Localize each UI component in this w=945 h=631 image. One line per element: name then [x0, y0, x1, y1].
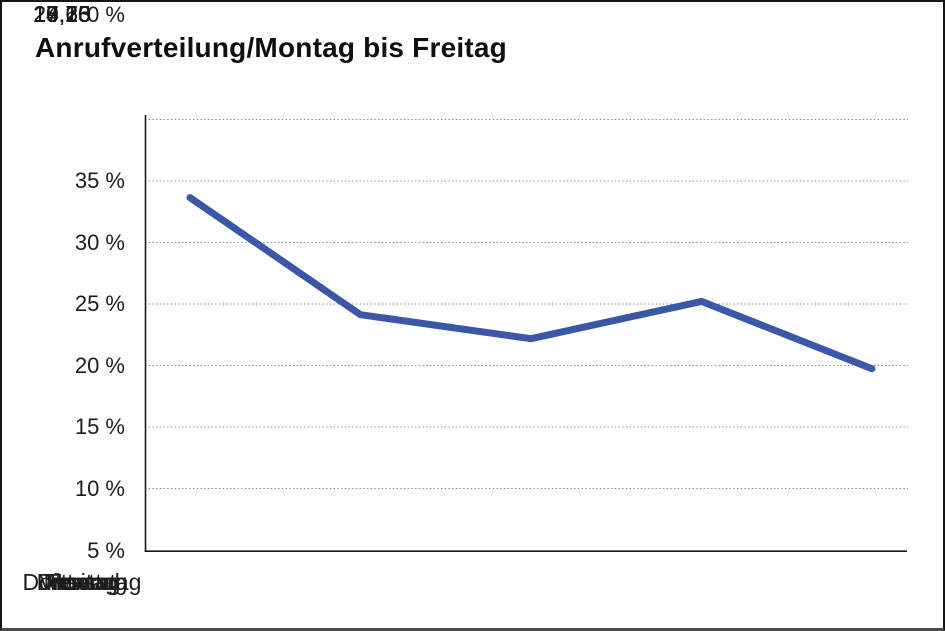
data-label-montag: 28,66 [33, 1, 91, 27]
x-tick-label-dienstag: Dienstag [36, 569, 128, 595]
gridlines [145, 118, 908, 490]
x-tick-label-mittwoch: Mittwoch [36, 569, 128, 595]
y-tick-label-0: 0 % [87, 2, 125, 27]
y-tick-label-35: 35 % [74, 168, 125, 193]
data-label-freitag: 14,76 [33, 1, 91, 27]
call-distribution-line [186, 194, 876, 373]
x-tick-label-donnerstag: Donnerstag [22, 569, 142, 595]
x-tick-label-freitag: Freitag [46, 569, 118, 595]
y-tick-label-5: 5 % [87, 538, 125, 563]
data-label-mittwoch: 17,20 [33, 1, 91, 27]
y-tick-label-30: 30 % [74, 230, 125, 255]
x-tick-label-montag: Montag [43, 569, 121, 595]
y-tick-label-10: 10 % [74, 476, 125, 501]
data-label-donnerstag: 20,23 [33, 1, 91, 27]
chart-title: Anrufverteilung/Montag bis Freitag [35, 32, 507, 63]
y-tick-label-20: 20 % [74, 353, 125, 378]
data-label-dienstag: 19,15 [33, 1, 91, 27]
y-tick-label-15: 15 % [74, 414, 125, 439]
y-tick-label-25: 25 % [74, 291, 125, 316]
